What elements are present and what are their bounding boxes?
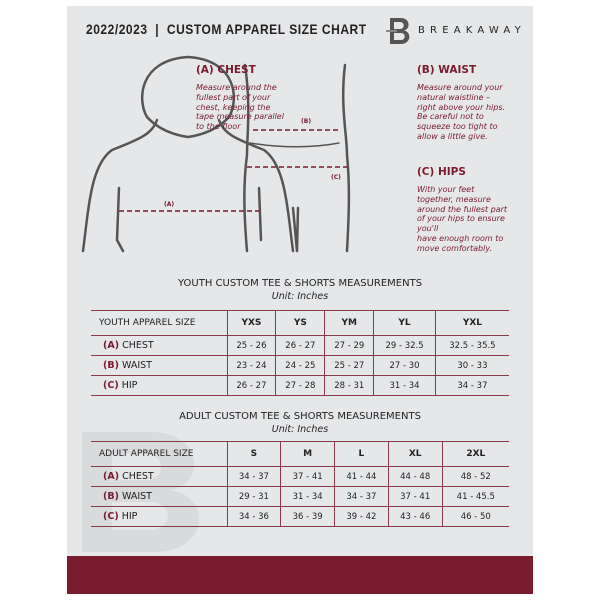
table-cell: 27 - 29 [324,335,374,356]
adult-section-title: ADULT CUSTOM TEE & SHORTS MEASUREMENTS [179,411,421,422]
table-cell: 29 - 32.5 [373,335,436,356]
table-row: (A) CHEST 25 - 26 26 - 27 27 - 29 29 - 32.5 3… [91,335,509,356]
chest-description: Measure around the fullest part of your ch… [196,83,284,132]
size-column-header: YS [275,310,325,336]
table-cell: 27 - 30 [373,355,436,376]
table-row: (A) CHEST 34 - 37 37 - 41 41 - 44 44 - 48 48 … [91,466,509,487]
table-cell: 39 - 42 [334,506,389,527]
size-column-header: L [334,441,389,467]
measurement-letter: (A) [103,340,120,351]
table-cell: 26 - 27 [275,335,325,356]
body-diagrams: (A) (B) (C) [81,55,351,253]
adult-unit: Unit: Inches [271,424,329,435]
table-cell: 27 - 28 [275,375,325,396]
size-header: YOUTH APPAREL SIZE [91,310,227,336]
breakaway-logo-icon [386,18,410,44]
size-column-header: M [280,441,335,467]
measurement-name: HIP [121,511,138,522]
measurement-letter: (C) [103,380,119,391]
table-row: (B) WAIST 23 - 24 24 - 25 25 - 27 27 - 30 30 … [91,355,509,376]
lower-body-outline [243,63,351,253]
table-cell: 31 - 34 [280,486,335,507]
measurement-name: WAIST [121,491,152,502]
table-cell: 31 - 34 [373,375,436,396]
table-cell: 32.5 - 35.5 [434,335,509,356]
size-column-header: XL [387,441,443,467]
youth-unit: Unit: Inches [271,291,329,302]
table-cell: 34 - 37 [226,466,281,487]
table-cell: 28 - 31 [324,375,374,396]
youth-size-table: YOUTH APPAREL SIZE YXS YS YM YL YXL (A) CHEST 2… [91,310,509,396]
hips-marker: (C) [331,174,341,181]
size-header: ADULT APPAREL SIZE [91,441,227,467]
table-cell: 26 - 27 [226,375,276,396]
adult-size-table: ADULT APPAREL SIZE S M L XL 2XL (A) CHEST 34 - … [91,441,509,527]
table-cell: 44 - 48 [387,466,443,487]
measurement-name: CHEST [122,471,154,482]
measurement-name: HIP [121,380,138,391]
table-row: (B) WAIST 29 - 31 31 - 34 34 - 37 37 - 41 41 … [91,486,509,507]
measurement-label: (C) HIP [91,375,227,396]
waist-heading: (B) WAIST [417,64,477,76]
table-header-row: YOUTH APPAREL SIZE YXS YS YM YL YXL [91,310,509,336]
table-cell: 29 - 31 [226,486,281,507]
size-column-header: YM [324,310,374,336]
table-cell: 25 - 27 [324,355,374,376]
footer-bar [67,556,533,594]
table-cell: 34 - 37 [334,486,389,507]
table-cell: 41 - 45.5 [441,486,509,507]
measurement-label: (A) CHEST [91,466,227,487]
table-header-row: ADULT APPAREL SIZE S M L XL 2XL [91,441,509,467]
size-column-header: YXL [434,310,509,336]
table-cell: 37 - 41 [387,486,443,507]
hips-description: With your feet together, measure around th… [417,185,508,253]
measurement-letter: (C) [103,511,119,522]
page-title: 2022/2023 | CUSTOM APPAREL SIZE CHART [86,21,367,37]
table-row: (C) HIP 34 - 36 36 - 39 39 - 42 43 - 46 46 - … [91,506,509,527]
table-row: (C) HIP 26 - 27 27 - 28 28 - 31 31 - 34 34 - … [91,375,509,396]
size-column-header: YL [373,310,436,336]
measurement-name: CHEST [122,340,154,351]
measurement-label: (B) WAIST [91,486,227,507]
table-cell: 43 - 46 [387,506,443,527]
size-column-header: 2XL [441,441,509,467]
table-cell: 30 - 33 [434,355,509,376]
table-cell: 23 - 24 [226,355,276,376]
table-cell: 34 - 36 [226,506,281,527]
size-column-header: YXS [226,310,276,336]
measurement-label: (A) CHEST [91,335,227,356]
chest-marker: (A) [164,201,174,208]
table-cell: 48 - 52 [441,466,509,487]
youth-section-title: YOUTH CUSTOM TEE & SHORTS MEASUREMENTS [177,278,423,289]
upper-body-outline [81,55,295,253]
table-cell: 25 - 26 [226,335,276,356]
measurement-letter: (B) [103,491,119,502]
table-cell: 37 - 41 [280,466,335,487]
table-cell: 36 - 39 [280,506,335,527]
measurement-letter: (B) [103,360,119,371]
measurement-label: (B) WAIST [91,355,227,376]
table-cell: 41 - 44 [334,466,389,487]
table-cell: 34 - 37 [434,375,509,396]
measurement-label: (C) HIP [91,506,227,527]
measurement-letter: (A) [103,471,120,482]
waist-marker: (B) [301,118,311,125]
hips-heading: (C) HIPS [417,166,466,178]
waist-description: Measure around your natural waistline – ri… [417,83,506,141]
table-cell: 24 - 25 [275,355,325,376]
brand-name: BREAKAWAY [418,25,526,36]
chest-heading: (A) CHEST [196,64,256,76]
table-cell: 46 - 50 [441,506,509,527]
measurement-name: WAIST [121,360,152,371]
size-column-header: S [226,441,281,467]
